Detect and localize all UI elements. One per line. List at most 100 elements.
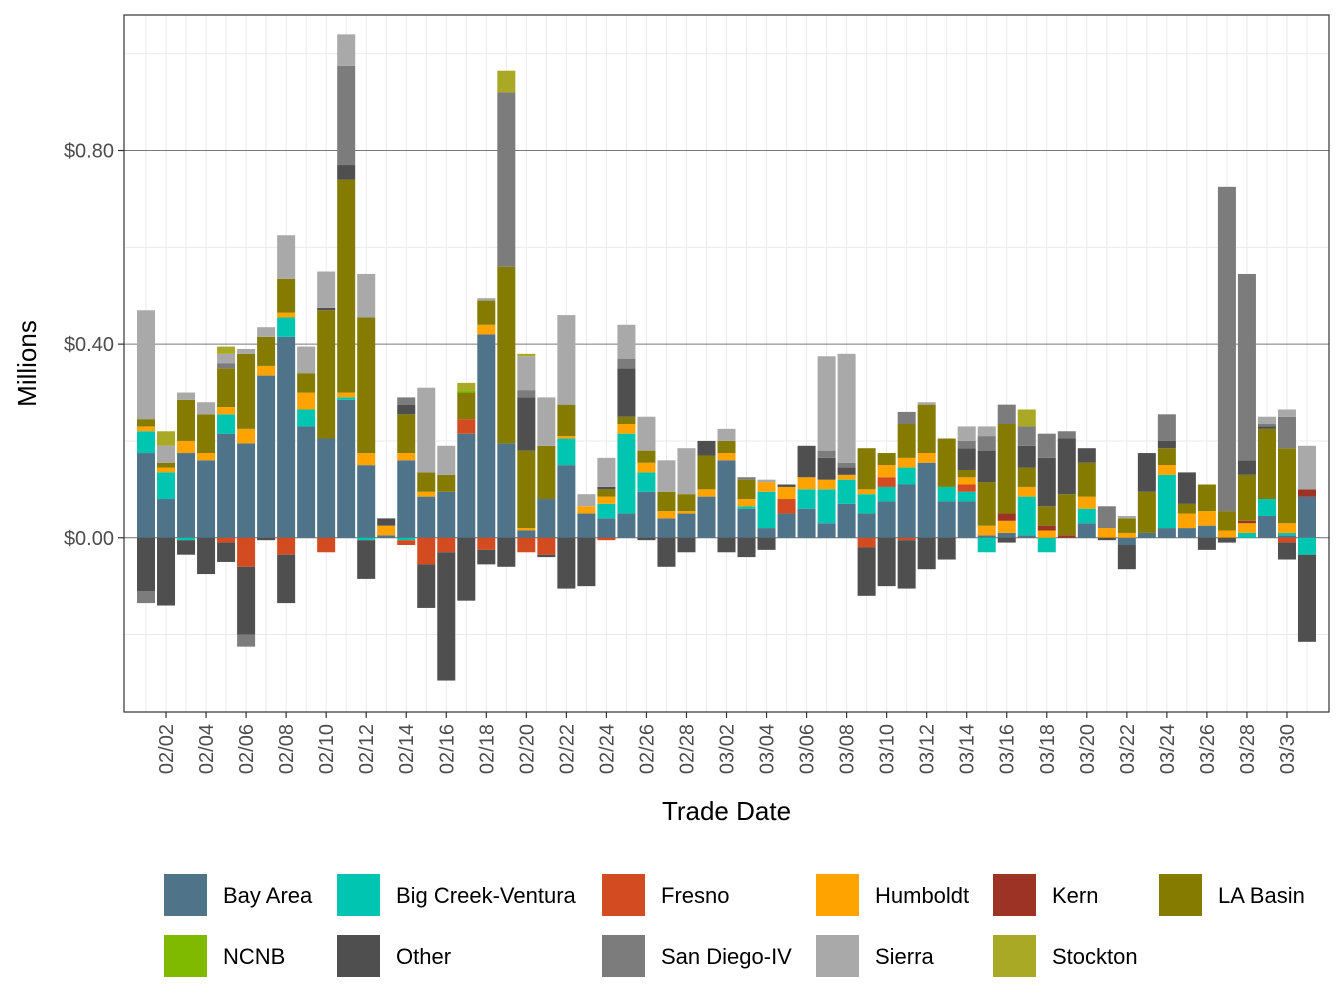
bar-segment-sierra [357, 273, 376, 318]
bar-segment-humboldt [417, 491, 436, 497]
bar-segment-other [257, 537, 276, 541]
bar-segment-other [337, 165, 356, 180]
bar-segment-la-basin [137, 419, 156, 427]
bar-segment-humboldt [697, 489, 716, 497]
bar-segment-san-diego-iv [1057, 431, 1076, 439]
legend-key [993, 874, 1036, 916]
bar-segment-bay-area [377, 535, 396, 538]
bar-segment-fresno [1277, 537, 1296, 543]
bar-segment-sierra [617, 324, 636, 359]
bar-segment-other [577, 537, 596, 587]
bar-segment-other [457, 537, 476, 601]
y-tick-label: $0.00 [64, 528, 114, 550]
bar-segment-other [317, 307, 336, 311]
legend-label: Sierra [875, 944, 934, 969]
legend-label: San Diego-IV [661, 944, 792, 969]
x-tick-label: 03/18 [1037, 724, 1059, 774]
bar-segment-sierra [417, 387, 436, 473]
bar-segment-other [417, 564, 436, 608]
bar-segment-humboldt [677, 511, 696, 514]
bar-segment-humboldt [897, 457, 916, 468]
bar-segment-la-basin [417, 472, 436, 492]
bar-segment-bay-area [257, 375, 276, 538]
bar-segment-la-basin [597, 489, 616, 497]
bar-segment-other [497, 537, 516, 567]
bar-segment-other [717, 537, 736, 553]
bar-segment-fresno [457, 419, 476, 434]
legend-key [602, 935, 645, 977]
bar-segment-la-basin [657, 491, 676, 512]
legend-label: Humboldt [875, 883, 969, 908]
bar-segment-bay-area [657, 518, 676, 538]
x-axis-title: Trade Date [662, 796, 791, 826]
bar-segment-san-diego-iv [1157, 414, 1176, 441]
x-axis: 02/02 02/04 02/06 02/08 02/10 02/12 02/14 02/16… [156, 712, 1299, 774]
bar-segment-bay-area [817, 523, 836, 538]
bar-segment-humboldt [377, 525, 396, 536]
x-tick-label: 03/30 [1277, 724, 1299, 774]
bar-segment-humboldt [1197, 511, 1216, 526]
bar-segment-bay-area [237, 443, 256, 538]
bar-segment-big-creek-ventura [157, 472, 176, 500]
legend-label: NCNB [223, 944, 285, 969]
bar-segment-big-creek-ventura [857, 494, 876, 514]
bar-segment-humboldt [757, 482, 776, 492]
bar-segment-bay-area [417, 496, 436, 538]
bar-segment-la-basin [337, 179, 356, 393]
bar-segment-la-basin [517, 450, 536, 529]
bar-segment-sierra [137, 310, 156, 420]
bar-segment-la-basin [437, 474, 456, 492]
bar-segment-humboldt [1237, 523, 1256, 533]
bar-segment-la-basin [737, 479, 756, 500]
bar-segment-bay-area [797, 508, 816, 538]
bar-segment-humboldt [877, 465, 896, 478]
bar-segment-big-creek-ventura [877, 486, 896, 502]
bar-segment-other [877, 537, 896, 587]
bar-segment-bay-area [1257, 515, 1276, 538]
bar-segment-humboldt [277, 312, 296, 318]
bar-segment-bay-area [1297, 496, 1316, 538]
bar-segment-la-basin [1077, 462, 1096, 497]
x-tick-label: 02/12 [356, 724, 378, 774]
bar-segment-bay-area [637, 491, 656, 538]
bar-segment-sierra [1257, 416, 1276, 425]
bar-segment-bay-area [397, 460, 416, 538]
bar-segment-bay-area [457, 433, 476, 538]
bar-segment-other [937, 537, 956, 560]
bar-segment-bay-area [617, 513, 636, 538]
bar-segment-other [517, 397, 536, 451]
bar-segment-la-basin [537, 445, 556, 500]
bar-segment-la-basin [177, 399, 196, 441]
bar-segment-bay-area [737, 508, 756, 538]
bar-segment-humboldt [1277, 523, 1296, 533]
bar-segment-la-basin [157, 462, 176, 468]
bar-segment-la-basin [497, 266, 516, 444]
bar-segment-sierra [657, 460, 676, 492]
bar-segment-bay-area [897, 484, 916, 538]
bar-segment-bay-area [757, 528, 776, 538]
bar-segment-humboldt [557, 436, 576, 439]
bar-segment-bay-area [297, 426, 316, 538]
bar-segment-big-creek-ventura [817, 489, 836, 524]
bar-segment-humboldt [957, 477, 976, 485]
bar-segment-fresno [237, 537, 256, 567]
bar-segment-humboldt [1217, 530, 1236, 538]
bar-segment-other [557, 537, 576, 589]
bar-segment-other [677, 537, 696, 553]
bar-segment-bay-area [1277, 535, 1296, 538]
bar-segment-san-diego-iv [1037, 433, 1056, 458]
bar-segment-other [377, 518, 396, 526]
bar-segment-bay-area [537, 499, 556, 538]
legend-label: Bay Area [223, 883, 313, 908]
bar-segment-la-basin [297, 373, 316, 393]
bar-segment-sierra [757, 479, 776, 483]
bar-segment-other [1137, 453, 1156, 492]
x-tick-label: 02/16 [436, 724, 458, 774]
bar-segment-other [537, 554, 556, 558]
bar-segment-sierra [817, 356, 836, 451]
x-tick-label: 03/14 [957, 724, 979, 774]
bar-segment-humboldt [797, 477, 816, 490]
bar-segment-bay-area [217, 433, 236, 538]
bar-segment-other [477, 549, 496, 565]
bar-segment-la-basin [1037, 506, 1056, 526]
